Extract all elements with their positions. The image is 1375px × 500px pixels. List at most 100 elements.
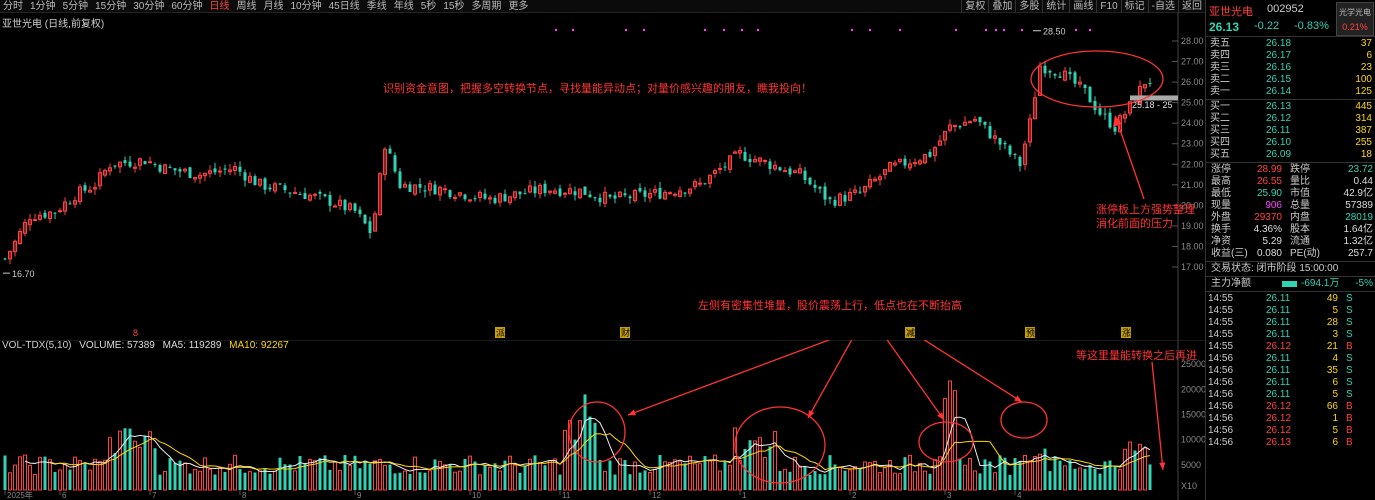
kline-chart[interactable]: 28.00 27.00 26.00 25.00 24.00 23.00 22.00 21.00… [0, 13, 1205, 340]
vol-tick-label: 10000 [1181, 435, 1205, 445]
volume-bar [813, 470, 817, 490]
candle-body [363, 214, 367, 224]
candle-body [658, 188, 662, 199]
volume-bar [853, 465, 857, 491]
func-button-8[interactable]: 返回 [1178, 0, 1205, 13]
func-button-5[interactable]: F10 [1096, 0, 1120, 13]
candle-body [1023, 143, 1027, 166]
candle-body [1068, 71, 1072, 75]
func-button-3[interactable]: 统计 [1042, 0, 1069, 13]
func-button-2[interactable]: 多股 [1015, 0, 1042, 13]
func-button-1[interactable]: 叠加 [988, 0, 1015, 13]
func-button-0[interactable]: 复权 [961, 0, 988, 13]
asks-row-4[interactable]: 卖一 26.14 125 [1210, 86, 1372, 97]
bids-row-1[interactable]: 买二 26.12 314 [1210, 113, 1372, 124]
candle-body [908, 163, 912, 169]
volume-bar [38, 457, 42, 491]
candle-body [303, 193, 307, 200]
sector-box[interactable]: 光学光电 0.21% [1336, 2, 1374, 36]
candle-body [948, 124, 952, 131]
tick-row: 14:55 26.11 49 S [1208, 293, 1353, 304]
volume-bar [368, 463, 372, 490]
asks-row-1[interactable]: 卖四 26.17 6 [1210, 50, 1372, 61]
volume-bar [88, 469, 92, 491]
event-marker-bg [1121, 327, 1131, 338]
period-tab-16[interactable]: 更多 [508, 1, 529, 12]
candle-body [508, 196, 512, 203]
volume-bar [438, 461, 442, 491]
stats-row-3: 现量 906 总量 57389 [1211, 200, 1373, 211]
bids-row-0[interactable]: 买一 26.13 445 [1210, 101, 1372, 112]
volume-bar [1023, 454, 1027, 491]
candle-body [408, 184, 412, 193]
vol-ma5: MA5: 119289 [162, 340, 222, 351]
volume-bar [493, 463, 497, 490]
event-marker: 涨 [1122, 328, 1131, 338]
candle-body [453, 196, 457, 199]
period-tab-6[interactable]: 日线 [209, 1, 230, 12]
candle-body [273, 183, 277, 192]
volume-bar [623, 460, 627, 490]
period-tab-3[interactable]: 15分钟 [95, 1, 127, 12]
volume-bar [553, 458, 557, 491]
candle-body [138, 158, 142, 166]
volume-bar [463, 459, 467, 490]
volume-bar [688, 455, 692, 491]
annotation-arrow [886, 340, 945, 421]
asks-row-2[interactable]: 卖三 26.16 23 [1210, 62, 1372, 73]
bids-row-4[interactable]: 买五 26.09 18 [1210, 149, 1372, 160]
asks-row-3[interactable]: 卖二 26.15 100 [1210, 74, 1372, 85]
period-tab-8[interactable]: 月线 [263, 1, 284, 12]
candle-body [633, 190, 637, 202]
candle-body [263, 178, 267, 190]
period-tab-2[interactable]: 5分钟 [62, 1, 89, 12]
stats-row-5: 换手 4.36% 股本 1.64亿 [1211, 224, 1373, 235]
candle-body [943, 130, 947, 141]
tick-row: 14:56 26.11 4 S [1208, 353, 1353, 364]
period-tab-7[interactable]: 周线 [236, 1, 257, 12]
period-tab-13[interactable]: 5秒 [420, 1, 437, 12]
volume-bar [593, 422, 597, 490]
volume-bar [503, 460, 507, 490]
volume-bar [288, 464, 292, 490]
volume-bar [1133, 450, 1137, 490]
bids-row-2[interactable]: 买三 26.11 387 [1210, 125, 1372, 136]
trade-status: 交易状态: 闭市阶段 15:00:00 [1211, 263, 1339, 274]
volume-bar [523, 465, 527, 490]
candle-body [648, 193, 652, 199]
vol-ma10: MA10: 92267 [229, 340, 289, 351]
candle-body [98, 172, 102, 187]
candle-body [23, 221, 27, 234]
func-button-7[interactable]: -自选 [1147, 0, 1178, 13]
func-button-4[interactable]: 画线 [1069, 0, 1096, 13]
bids-row-3[interactable]: 买四 26.10 255 [1210, 137, 1372, 148]
last-price: 26.13 [1209, 20, 1240, 34]
candle-body [448, 190, 452, 197]
candle-body [1078, 81, 1082, 85]
annotation-arrowhead [1113, 115, 1122, 127]
volume-bar [58, 469, 62, 491]
volume-bar [543, 465, 547, 490]
volume-bar [948, 380, 952, 491]
period-tab-9[interactable]: 10分钟 [290, 1, 322, 12]
volume-bar [48, 459, 52, 491]
period-tab-5[interactable]: 60分钟 [171, 1, 203, 12]
candle-body [253, 176, 257, 186]
period-tab-0[interactable]: 分时 [3, 1, 23, 12]
candle-body [903, 158, 907, 166]
period-tab-4[interactable]: 30分钟 [133, 1, 165, 12]
candle-body [338, 199, 342, 206]
signal-dot [1088, 28, 1092, 32]
period-tab-15[interactable]: 多周期 [471, 1, 502, 12]
volume-ellipse [568, 401, 626, 463]
func-button-6[interactable]: 标记 [1120, 0, 1148, 13]
volume-bar [373, 460, 377, 491]
period-tab-1[interactable]: 1分钟 [30, 1, 56, 12]
period-tab-12[interactable]: 年线 [393, 1, 414, 12]
period-tab-10[interactable]: 45日线 [328, 1, 360, 12]
asks-row-0[interactable]: 卖五 26.18 37 [1210, 38, 1372, 49]
period-tab-11[interactable]: 季线 [366, 1, 387, 12]
period-tab-14[interactable]: 15秒 [443, 1, 465, 12]
volume-bar [413, 456, 417, 491]
